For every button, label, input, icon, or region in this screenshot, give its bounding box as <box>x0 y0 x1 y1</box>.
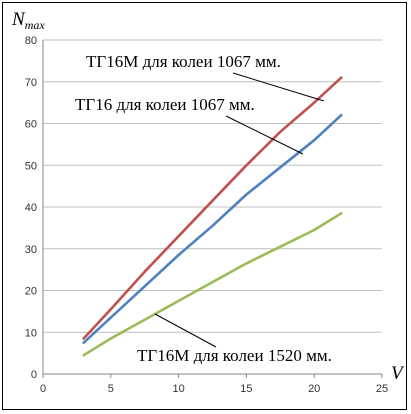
y-axis-label: Nmax <box>11 9 45 32</box>
line-chart: 0 10 20 30 40 50 60 70 80 0 5 10 15 20 25 ТГ16М для к… <box>11 9 405 395</box>
y-tick-labels: 0 10 20 30 40 50 60 70 80 <box>25 35 37 381</box>
series-annotations: ТГ16М для колеи 1067 мм. ТГ16 для колеи … <box>75 52 332 365</box>
annotation-leader-1 <box>232 72 325 102</box>
annotation-series-1: ТГ16М для колеи 1067 мм. <box>86 52 281 71</box>
series-line-1 <box>82 76 343 340</box>
y-tick-label: 70 <box>25 77 37 89</box>
x-tick-labels: 0 5 10 15 20 25 <box>40 383 388 395</box>
annotation-series-3: ТГ16М для колеи 1520 мм. <box>137 346 332 365</box>
annotation-leaders <box>154 72 325 348</box>
y-tick-label: 80 <box>25 35 37 47</box>
x-axis-label: V <box>391 363 405 384</box>
y-tick-label: 30 <box>25 244 37 256</box>
y-tick-label: 40 <box>25 202 37 214</box>
chart-frame: 0 10 20 30 40 50 60 70 80 0 5 10 15 20 25 ТГ16М для к… <box>2 2 407 410</box>
x-tick-label: 20 <box>308 383 320 395</box>
annotation-series-2: ТГ16 для колеи 1067 мм. <box>75 95 255 114</box>
x-tick-label: 15 <box>240 383 252 395</box>
y-tick-label: 10 <box>25 327 37 339</box>
series-line-3 <box>82 212 343 357</box>
y-tick-label: 50 <box>25 160 37 172</box>
x-tick-label: 5 <box>108 383 114 395</box>
axes <box>42 40 383 378</box>
series-lines <box>82 76 343 357</box>
y-axis-label-main: N <box>11 9 26 30</box>
annotation-leader-3 <box>154 313 217 348</box>
series-line-2 <box>82 113 343 345</box>
y-tick-label: 0 <box>31 369 37 381</box>
x-tick-label: 0 <box>40 383 46 395</box>
y-axis-label-sub: max <box>25 18 46 32</box>
grid <box>43 39 382 333</box>
annotation-leader-2 <box>225 115 304 155</box>
y-tick-label: 20 <box>25 286 37 298</box>
x-tick-label: 10 <box>172 383 184 395</box>
x-tick-label: 25 <box>376 383 388 395</box>
y-tick-label: 60 <box>25 119 37 131</box>
